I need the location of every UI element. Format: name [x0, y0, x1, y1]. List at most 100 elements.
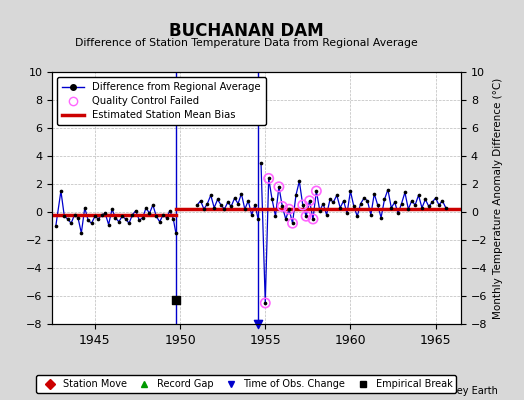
Point	[367, 212, 375, 218]
Point	[418, 205, 426, 211]
Point	[206, 192, 215, 198]
Point	[159, 212, 167, 218]
Point	[329, 199, 337, 206]
Point	[172, 297, 180, 303]
Point	[118, 213, 126, 219]
Point	[74, 214, 82, 221]
Point	[408, 198, 416, 204]
Point	[288, 220, 297, 226]
Point	[138, 214, 147, 221]
Point	[251, 202, 259, 208]
Point	[309, 216, 317, 222]
Point	[88, 220, 96, 226]
Point	[254, 216, 263, 222]
Point	[438, 198, 446, 204]
Point	[336, 205, 344, 211]
Point	[227, 203, 235, 210]
Point	[295, 178, 303, 184]
Point	[285, 206, 293, 212]
Point	[312, 188, 321, 194]
Point	[265, 175, 273, 182]
Point	[346, 188, 355, 194]
Point	[193, 202, 201, 208]
Point	[424, 203, 433, 210]
Point	[333, 192, 341, 198]
Point	[397, 200, 406, 207]
Point	[377, 214, 385, 221]
Point	[162, 214, 171, 221]
Point	[411, 202, 419, 208]
Point	[244, 198, 253, 204]
Point	[275, 184, 283, 190]
Point	[63, 216, 72, 222]
Point	[101, 210, 110, 217]
Point	[60, 213, 69, 219]
Point	[213, 196, 222, 203]
Point	[442, 205, 450, 211]
Point	[247, 212, 256, 218]
Point	[111, 214, 119, 221]
Point	[302, 213, 310, 219]
Point	[387, 205, 396, 211]
Point	[350, 203, 358, 210]
Point	[125, 220, 133, 226]
Point	[292, 192, 300, 198]
Point	[302, 213, 310, 219]
Text: Berkeley Earth: Berkeley Earth	[426, 386, 498, 396]
Point	[200, 206, 208, 212]
Point	[353, 213, 362, 219]
Point	[210, 205, 219, 211]
Point	[285, 206, 293, 212]
Point	[326, 196, 334, 203]
Point	[299, 202, 307, 208]
Point	[108, 206, 116, 212]
Point	[172, 230, 180, 236]
Point	[340, 198, 348, 204]
Point	[380, 196, 389, 203]
Point	[203, 200, 212, 207]
Point	[428, 199, 436, 206]
Point	[70, 212, 79, 218]
Point	[421, 196, 430, 203]
Point	[265, 175, 273, 182]
Point	[305, 198, 314, 204]
Point	[169, 216, 178, 222]
Point	[254, 321, 263, 327]
Point	[312, 188, 321, 194]
Point	[91, 213, 99, 219]
Point	[77, 230, 85, 236]
Point	[414, 192, 423, 198]
Point	[234, 200, 242, 207]
Point	[384, 186, 392, 193]
Point	[231, 195, 239, 201]
Point	[97, 212, 106, 218]
Point	[394, 210, 402, 217]
Point	[431, 195, 440, 201]
Point	[196, 198, 205, 204]
Point	[115, 218, 123, 225]
Point	[261, 300, 269, 306]
Point	[217, 202, 225, 208]
Point	[57, 188, 65, 194]
Point	[142, 205, 150, 211]
Point	[374, 202, 382, 208]
Point	[135, 217, 144, 224]
Y-axis label: Monthly Temperature Anomaly Difference (°C): Monthly Temperature Anomaly Difference (…	[493, 77, 503, 319]
Point	[404, 206, 412, 212]
Point	[156, 218, 164, 225]
Text: Difference of Station Temperature Data from Regional Average: Difference of Station Temperature Data f…	[75, 38, 418, 48]
Point	[152, 213, 160, 219]
Point	[94, 216, 103, 222]
Point	[315, 207, 324, 214]
Point	[278, 203, 287, 210]
Point	[305, 198, 314, 204]
Point	[81, 205, 89, 211]
Point	[288, 220, 297, 226]
Point	[257, 160, 265, 166]
Point	[128, 212, 137, 218]
Point	[241, 206, 249, 212]
Point	[363, 198, 372, 204]
Point	[268, 196, 276, 203]
Legend: Difference from Regional Average, Quality Control Failed, Estimated Station Mean: Difference from Regional Average, Qualit…	[58, 77, 266, 125]
Point	[122, 216, 130, 222]
